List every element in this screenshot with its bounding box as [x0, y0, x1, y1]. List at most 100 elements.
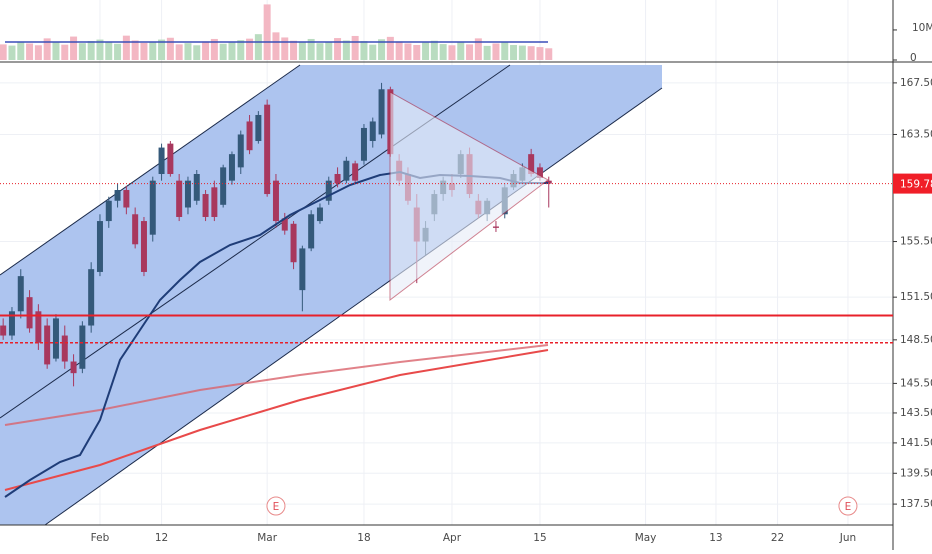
candle-body — [237, 134, 244, 168]
volume-bar — [96, 39, 104, 60]
volume-bar — [131, 40, 139, 60]
x-tick-label: Jun — [839, 532, 856, 544]
candle-body — [52, 318, 59, 359]
volume-bar — [184, 43, 192, 60]
volume-bar — [501, 41, 509, 60]
volume-bar — [386, 36, 394, 60]
volume-bar — [290, 40, 298, 60]
volume-bar — [457, 41, 465, 60]
candle-body — [8, 311, 15, 336]
candle-body — [70, 361, 77, 374]
volume-bar — [545, 48, 553, 60]
moving-average — [4, 344, 549, 426]
last-price-label: 159.78 — [900, 179, 932, 191]
y-tick-label: 151.50 — [900, 291, 932, 303]
candle-body — [26, 297, 33, 329]
candle-body — [334, 173, 341, 184]
volume-bar — [149, 42, 157, 60]
y-tick-label: 139.50 — [900, 467, 932, 479]
volume-bar — [422, 42, 430, 60]
candle-body — [0, 325, 7, 336]
candle-body — [325, 180, 332, 201]
candle-body — [149, 180, 156, 235]
candle-body — [528, 154, 535, 174]
volume-bar — [193, 45, 201, 60]
candle-body — [228, 154, 235, 181]
y-tick-label: 141.50 — [900, 437, 932, 449]
y-tick-label: 163.50 — [900, 128, 932, 140]
volume-bar — [228, 42, 236, 60]
event-marker — [266, 496, 286, 516]
event-marker — [838, 496, 858, 516]
volume-bar — [158, 39, 166, 60]
y-tick-label: 137.50 — [900, 498, 932, 510]
x-tick-label: 18 — [357, 532, 370, 544]
candle-body — [378, 89, 385, 135]
volume-bar — [395, 41, 403, 60]
moving-average — [4, 349, 549, 491]
volume-bar — [237, 40, 245, 60]
volume-bar — [272, 32, 280, 60]
volume-bar — [175, 44, 183, 60]
candle-body — [290, 223, 297, 263]
volume-bar — [474, 38, 482, 60]
y-tick-label: 145.50 — [900, 377, 932, 389]
volume-bar — [281, 37, 289, 60]
volume-bar — [34, 45, 42, 60]
candle-body — [79, 325, 86, 369]
candle-body — [202, 194, 209, 217]
volume-bar — [105, 42, 113, 60]
volume-bar — [307, 38, 315, 60]
volume-bar — [17, 41, 25, 60]
event-label: E — [845, 501, 852, 513]
volume-bar — [448, 45, 456, 60]
y-tick-label: 143.50 — [900, 407, 932, 419]
volume-bar — [122, 35, 130, 60]
volume-bar — [510, 44, 518, 60]
x-tick-label: 12 — [155, 532, 168, 544]
y-tick-label: 167.50 — [900, 77, 932, 89]
volume-bar — [210, 38, 218, 60]
volume-bar — [466, 44, 474, 60]
overlay: Feb 12 Mar 18 Apr 15 May 13 22 Jun 137.50 139.50 141… — [0, 22, 932, 544]
channel-upper — [0, 64, 301, 276]
candle-body — [184, 180, 191, 208]
y-tick-label: 155.50 — [900, 236, 932, 248]
candle-body — [114, 190, 121, 201]
x-tick-label: May — [635, 532, 657, 544]
volume-bar — [263, 4, 271, 61]
volume-bar — [492, 43, 500, 60]
candle-body — [246, 121, 253, 151]
candle-body — [360, 127, 367, 161]
volume-bar — [360, 41, 368, 60]
volume-bar — [26, 43, 34, 60]
candle-body — [123, 190, 130, 208]
candle-body — [158, 147, 165, 174]
volume-bar — [219, 43, 227, 60]
x-tick-label: 15 — [533, 532, 546, 544]
volume-bar — [70, 36, 78, 60]
candle-body — [272, 180, 279, 222]
volume-bar — [536, 47, 544, 60]
candle-body — [369, 121, 376, 142]
x-tick-label: Apr — [443, 532, 462, 544]
volume-bar — [202, 41, 210, 60]
x-tick-label: 13 — [709, 532, 722, 544]
volume-bar — [334, 38, 342, 60]
volume-bar — [369, 44, 377, 60]
volume-bar — [43, 38, 51, 60]
volume-bar — [527, 46, 535, 60]
candle-body — [316, 207, 323, 222]
volume-tick-label: 10M — [912, 22, 932, 34]
candle-body — [220, 167, 227, 205]
candle-body — [536, 167, 543, 178]
candle-body — [545, 180, 552, 184]
candle-body — [352, 163, 359, 181]
candle-body — [211, 187, 218, 217]
volume-bar — [316, 43, 324, 60]
event-label: E — [273, 501, 280, 513]
x-tick-label: Mar — [257, 532, 277, 544]
candle-body — [17, 276, 24, 312]
candle-body — [299, 248, 306, 291]
